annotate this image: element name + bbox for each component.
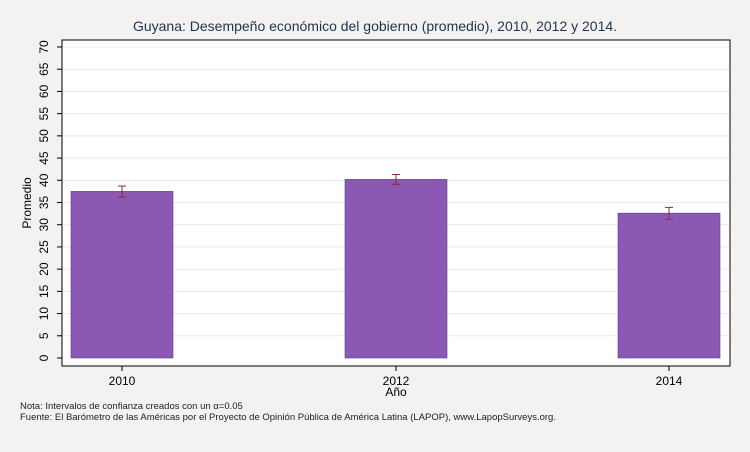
bar-2010	[70, 191, 174, 359]
y-tick-label: 70	[37, 40, 51, 54]
note-text: Nota: Intervalos de confianza creados co…	[20, 401, 243, 412]
y-tick-label: 65	[37, 62, 51, 76]
y-tick-label: 0	[37, 354, 51, 361]
y-tick-label: 30	[37, 218, 51, 232]
x-tick-label-2014: 2014	[656, 374, 683, 388]
x-tick-label-2012: 2012	[383, 374, 410, 388]
y-tick-label: 55	[37, 107, 51, 121]
y-tick-label: 40	[37, 173, 51, 187]
bars	[70, 174, 721, 359]
y-tick-label: 35	[37, 196, 51, 210]
y-tick-label: 45	[37, 151, 51, 165]
y-tick-label: 15	[37, 284, 51, 298]
x-axis-label: Año	[385, 385, 407, 399]
y-tick-label: 5	[37, 332, 51, 339]
bar-2014	[617, 212, 721, 359]
y-tick-label: 20	[37, 262, 51, 276]
source-text: Fuente: El Barómetro de las Américas por…	[20, 412, 556, 423]
y-axis-label: Promedio	[20, 177, 34, 229]
bar-2012	[344, 179, 448, 359]
y-tick-label: 50	[37, 129, 51, 143]
chart-title: Guyana: Desempeño económico del gobierno…	[133, 18, 617, 34]
x-axis: 2010 2012 2014	[109, 366, 683, 388]
y-tick-label: 60	[37, 84, 51, 98]
y-tick-label: 25	[37, 240, 51, 254]
y-axis: 0 5 10 15 20 25 30 35 40 45 50 55 60 65 70	[37, 40, 62, 361]
x-tick-label-2010: 2010	[109, 374, 136, 388]
y-tick-label: 10	[37, 307, 51, 321]
